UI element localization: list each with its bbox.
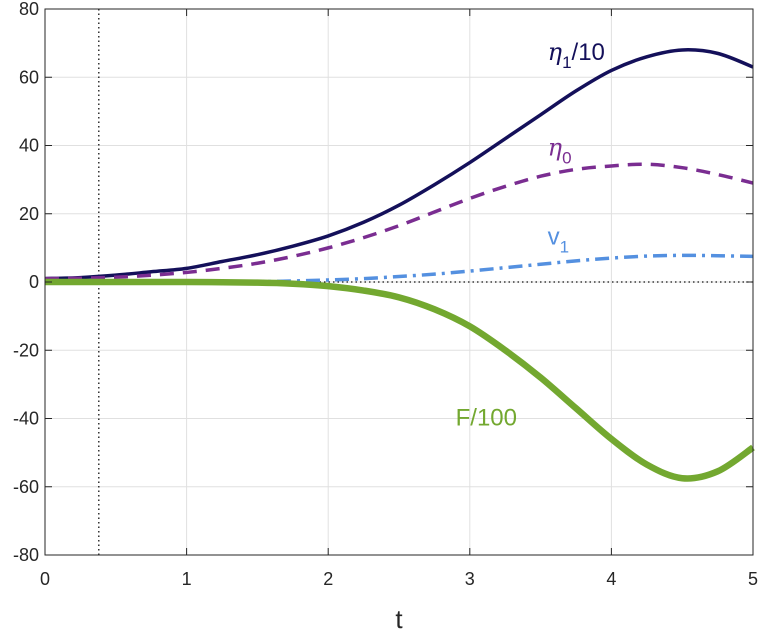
annotation-main: η xyxy=(548,134,563,162)
y-tick-label: 0 xyxy=(29,272,39,292)
y-tick-label: -80 xyxy=(13,545,39,565)
annotation-main: v xyxy=(548,223,560,250)
y-tick-label: -60 xyxy=(13,477,39,497)
y-tick-label: 60 xyxy=(19,67,39,87)
series-annotation-4: F/100 xyxy=(456,404,517,431)
y-tick-label: 20 xyxy=(19,204,39,224)
series-line-2 xyxy=(44,162,754,281)
series-annotation-3: v1 xyxy=(548,223,569,256)
x-tick-label: 4 xyxy=(606,569,616,589)
x-tick-label: 0 xyxy=(40,569,50,589)
y-tick-label: -40 xyxy=(13,409,39,429)
x-tick-label: 5 xyxy=(748,569,758,589)
axis-ticks: 0 1 2 3 4 5 -80 -60 -40 -20 0 20 40 60 80 xyxy=(13,0,758,589)
series-line-4 xyxy=(44,278,755,482)
y-tick-label: 40 xyxy=(19,136,39,156)
y-tick-label: 80 xyxy=(19,0,39,19)
annotation-subscript: 1 xyxy=(560,237,569,256)
annotation-main: F/100 xyxy=(456,404,517,431)
x-tick-label: 1 xyxy=(182,569,192,589)
x-axis-label: t xyxy=(395,604,403,634)
annotation-subscript: 1 xyxy=(562,53,571,72)
y-tick-label: -20 xyxy=(13,340,39,360)
series-line-1 xyxy=(44,48,754,281)
annotation-tail: /10 xyxy=(572,39,605,66)
series-lines xyxy=(44,48,755,482)
x-tick-label: 3 xyxy=(465,569,475,589)
x-tick-label: 2 xyxy=(323,569,333,589)
series-annotation-1: η1/10 xyxy=(548,38,605,72)
annotation-main: η xyxy=(548,38,563,66)
annotation-subscript: 0 xyxy=(562,149,571,168)
series-annotation-2: η0 xyxy=(548,134,572,168)
